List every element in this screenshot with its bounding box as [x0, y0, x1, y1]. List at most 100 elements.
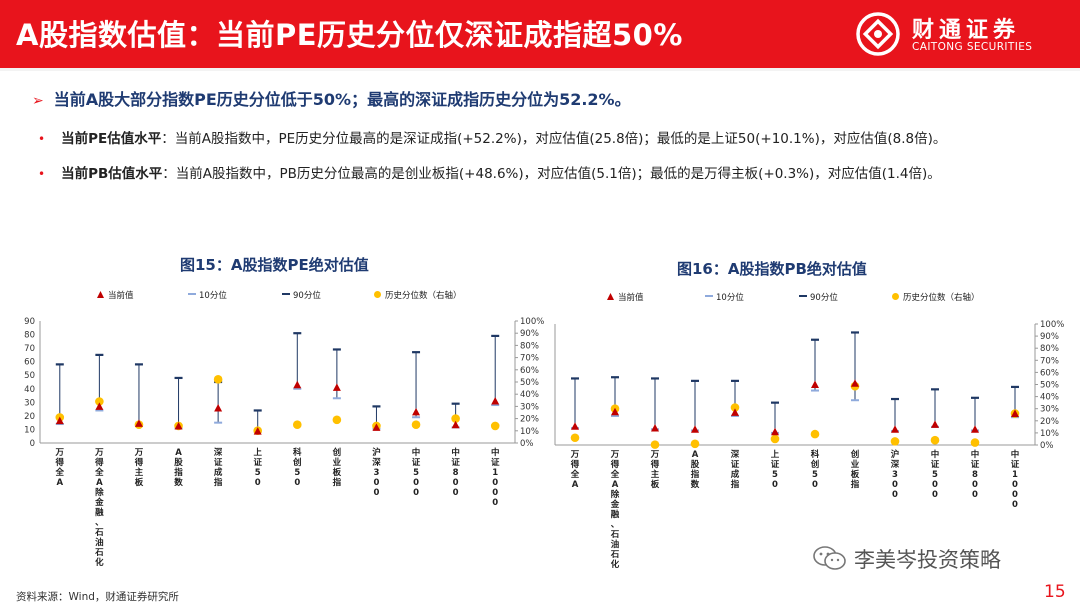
- y-right-tick-label: 100%: [1040, 320, 1064, 330]
- percentile-point: [930, 435, 940, 445]
- pb-bullet-lead: 当前PB估值水平: [61, 166, 163, 182]
- current-value-point: [571, 422, 579, 430]
- y-right-tick-label: 60%: [520, 366, 539, 376]
- current-value-point: [412, 407, 421, 416]
- y-right-tick-label: 30%: [1040, 405, 1059, 415]
- legend-label: 10分位: [199, 290, 227, 301]
- y-right-tick-label: 40%: [520, 390, 539, 400]
- wechat-watermark: 李美岑投资策略: [812, 542, 1052, 576]
- y-left-tick-label: 70: [24, 344, 35, 354]
- x-tick-label: 中证 5 0 0: [931, 449, 940, 500]
- x-tick-label: 万得全 A: [570, 450, 580, 490]
- current-value-point: [253, 427, 262, 435]
- y-right-tick-label: 80%: [520, 341, 539, 351]
- percentile-point: [95, 397, 104, 406]
- current-value-point: [811, 380, 819, 388]
- chart-title-pe: 图15：A股指数PE绝对估值: [180, 256, 369, 274]
- percentile-point: [890, 437, 900, 446]
- pe-bullet-lead: 当前PE估值水平: [61, 131, 162, 147]
- percentile-point: [970, 438, 980, 447]
- chart-title-pb: 图16：A股指数PB绝对估值: [677, 260, 867, 278]
- percentile-point: [451, 414, 460, 423]
- current-value-point: [851, 379, 859, 387]
- arrow-bullet-icon: ➢: [32, 93, 44, 109]
- y-right-tick-label: 40%: [1040, 393, 1059, 403]
- legend-current-marker: [97, 291, 104, 298]
- y-left-tick-label: 30: [24, 398, 35, 408]
- current-value-point: [971, 425, 979, 433]
- x-tick-label: 上证 5 0: [771, 449, 780, 490]
- x-tick-label: 创业板指: [850, 449, 860, 490]
- legend-label: 当前值: [108, 290, 134, 301]
- legend-label: 90分位: [810, 292, 838, 303]
- percentile-point: [490, 421, 500, 431]
- current-value-point: [1011, 409, 1019, 418]
- page-title: A股指数估值：当前PE历史分位仅深证成指超50%: [16, 18, 683, 52]
- current-value-point: [771, 427, 779, 436]
- x-tick-label: 中证 1 0 0 0: [491, 447, 500, 508]
- y-right-tick-label: 50%: [1040, 381, 1059, 391]
- y-right-tick-label: 10%: [1040, 429, 1059, 439]
- pe-valuation-chart: 当前值 10分位 90分位 历史分位数（右轴） 0 10 20 30 40 50 60 70 80 90 0…: [24, 290, 544, 568]
- percentile-point: [690, 439, 700, 449]
- current-value-point: [332, 383, 341, 391]
- x-tick-label: 万得全 A: [55, 448, 65, 488]
- source-note: 资料来源：Wind，财通证券研究所: [16, 591, 179, 603]
- logo-english-name: CAITONG SECURITIES: [912, 41, 1033, 53]
- y-right-tick-label: 60%: [1040, 368, 1059, 378]
- wechat-icon: [813, 546, 846, 570]
- pe-bullet-text: ：当前A股指数中，PE历史分位最高的是深证成指(+52.2%)，对应估值(25.…: [161, 131, 947, 147]
- y-right-tick-label: 70%: [1040, 356, 1059, 366]
- y-left-tick-label: 10: [24, 425, 35, 435]
- x-tick-label: 创业板指: [332, 447, 342, 488]
- y-right-tick-label: 90%: [1040, 332, 1059, 342]
- legend-label: 10分位: [716, 292, 744, 303]
- y-left-tick-label: 90: [24, 317, 35, 327]
- x-tick-label: 沪深 3 0 0: [372, 447, 381, 498]
- legend-label: 历史分位数（右轴）: [385, 290, 462, 301]
- legend-label: 历史分位数（右轴）: [903, 292, 980, 303]
- current-value-point: [491, 396, 500, 405]
- logo-chinese-name: 财通证券: [912, 18, 1021, 43]
- y-right-tick-label: 20%: [520, 415, 539, 425]
- dot-bullet-icon: •: [38, 132, 46, 146]
- current-value-point: [174, 422, 183, 430]
- x-tick-label: 科创 5 0: [292, 447, 302, 488]
- percentile-point: [650, 440, 660, 449]
- legend-label: 当前值: [618, 292, 644, 303]
- x-tick-label: 万得主板: [134, 448, 144, 488]
- legend-label: 90分位: [293, 290, 321, 301]
- y-right-tick-label: 0%: [520, 439, 534, 449]
- y-right-tick-label: 30%: [520, 402, 539, 412]
- pb-bullet-text: ：当前A股指数中，PB历史分位最高的是创业板指(+48.6%)，对应估值(5.1…: [162, 166, 941, 182]
- x-tick-label: 科创 5 0: [810, 449, 820, 490]
- y-right-tick-label: 50%: [520, 378, 539, 388]
- percentile-point: [332, 415, 342, 425]
- x-tick-label: 万得全 A 除金融、石油石化: [610, 450, 620, 570]
- y-left-tick-label: 80: [24, 331, 35, 341]
- percentile-point: [810, 429, 820, 439]
- x-tick-label: 中证 8 0 0: [971, 449, 980, 500]
- current-value-point: [95, 402, 104, 410]
- percentile-point: [292, 420, 302, 429]
- current-value-point: [931, 420, 939, 428]
- current-value-point: [372, 423, 381, 431]
- current-value-point: [691, 425, 699, 433]
- x-tick-label: 沪深 3 0 0: [891, 449, 900, 500]
- header-divider: [0, 68, 1080, 71]
- pe-bullet: • 当前PE估值水平：当前A股指数中，PE历史分位最高的是深证成指(+52.2%)…: [38, 127, 946, 147]
- percentile-point: [411, 420, 421, 429]
- x-tick-label: 中证 8 0 0: [451, 447, 460, 498]
- x-tick-label: 万得全 A 除金融、石油石化: [94, 448, 104, 568]
- summary-headline: ➢ 当前A股大部分指数PE历史分位低于50%；最高的深证成指历史分位为52.2%。: [32, 86, 631, 110]
- current-value-point: [891, 425, 899, 433]
- legend-percentile-marker: [892, 293, 899, 300]
- current-value-point: [134, 419, 143, 427]
- percentile-point: [770, 434, 780, 444]
- x-tick-label: A 股指数: [691, 450, 700, 490]
- x-tick-label: 万得主板: [650, 450, 660, 490]
- company-logo: 财通证券 CAITONG SECURITIES: [856, 10, 1066, 60]
- watermark-text: 李美岑投资策略: [854, 548, 1001, 572]
- y-right-tick-label: 20%: [1040, 417, 1059, 427]
- x-tick-label: 上证 5 0: [253, 447, 262, 488]
